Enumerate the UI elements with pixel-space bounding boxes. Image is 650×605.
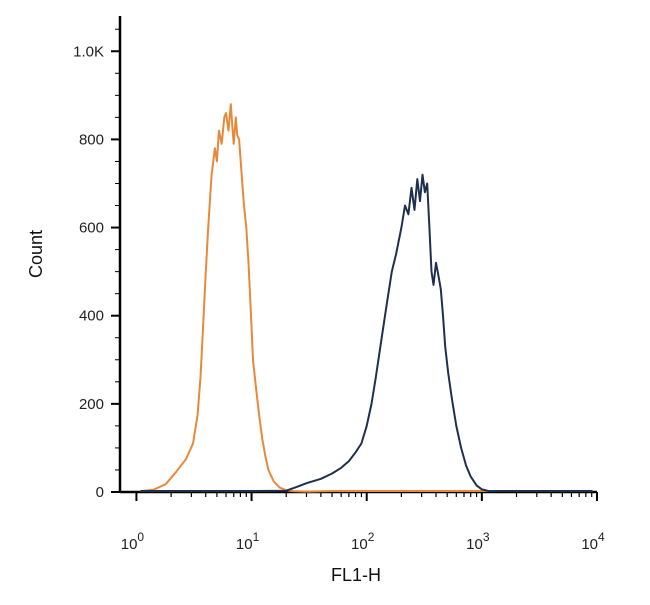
x-axis-ticks: 100 101 102 103 104 <box>121 492 605 553</box>
x-tick-label: 101 <box>236 530 260 553</box>
x-tick-label: 103 <box>466 530 490 553</box>
y-tick-label: 400 <box>79 308 104 325</box>
x-tick-label: 102 <box>351 530 375 553</box>
y-tick-label: 1.0K <box>73 43 104 60</box>
series-line-1 <box>140 103 593 493</box>
y-tick-label: 200 <box>79 396 104 413</box>
y-axis-ticks: 0 200 400 600 800 1.0K <box>73 28 120 501</box>
x-tick-label: 104 <box>581 530 605 553</box>
x-axis-title: FL1-H <box>331 565 381 585</box>
y-tick-label: 600 <box>79 220 104 237</box>
y-tick-label: 0 <box>96 484 104 501</box>
series-line-2 <box>140 173 593 493</box>
series-layer <box>140 103 593 493</box>
y-axis-title: Count <box>26 230 46 278</box>
y-tick-label: 800 <box>79 131 104 148</box>
x-tick-label: 100 <box>121 530 145 553</box>
axes: 0 200 400 600 800 1.0K 100 101 102 103 104 <box>73 16 605 553</box>
